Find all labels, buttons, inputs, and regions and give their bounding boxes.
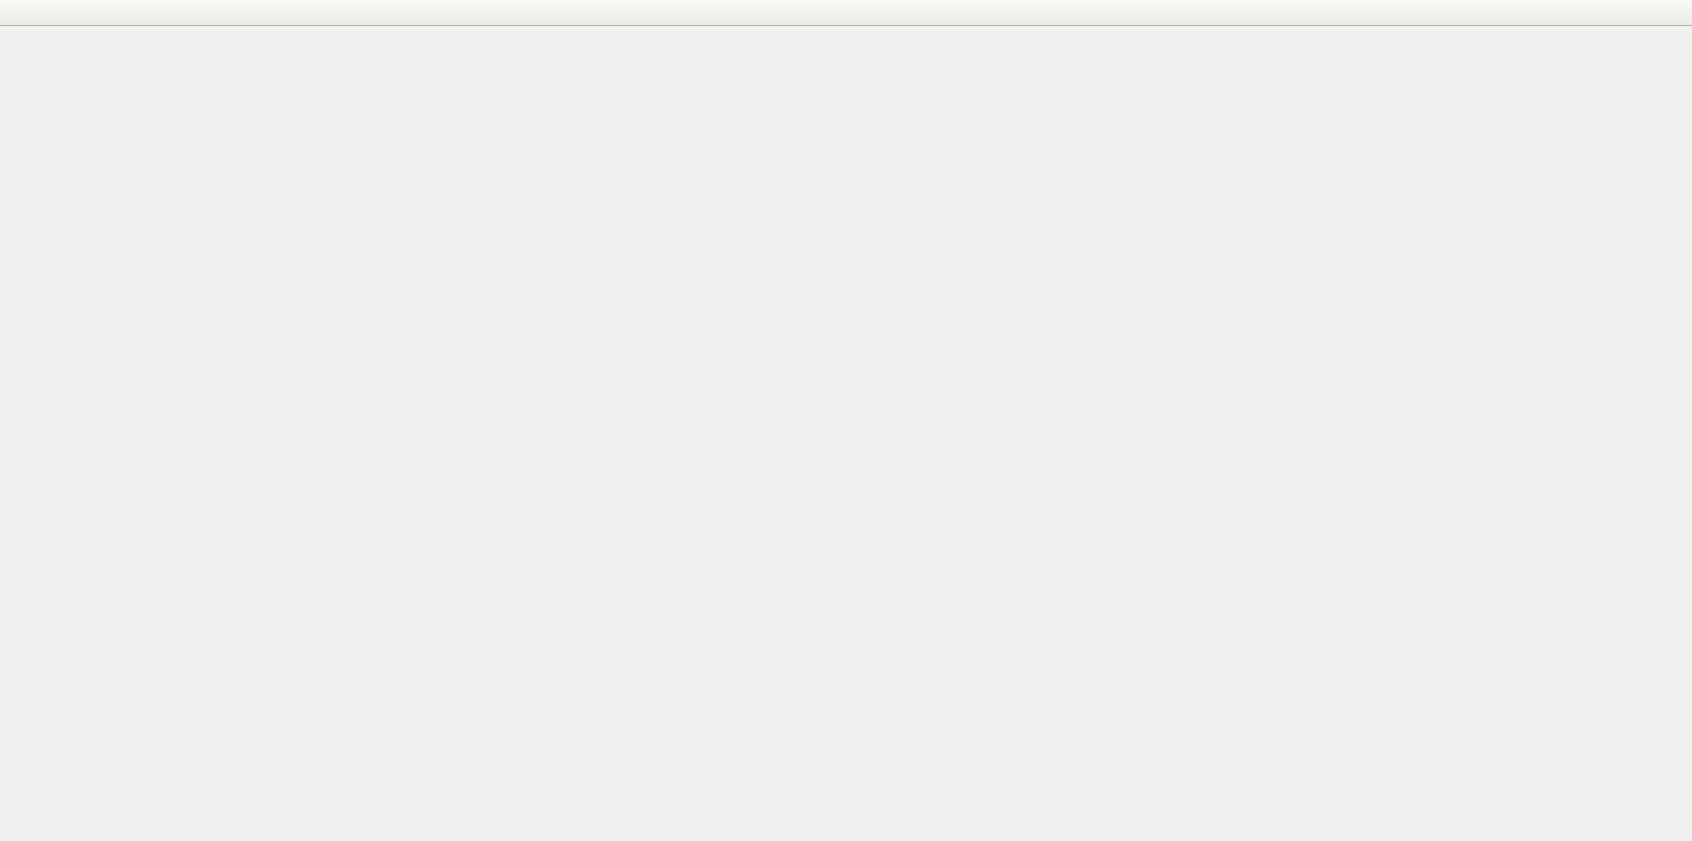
main-toolbar <box>0 0 1692 26</box>
